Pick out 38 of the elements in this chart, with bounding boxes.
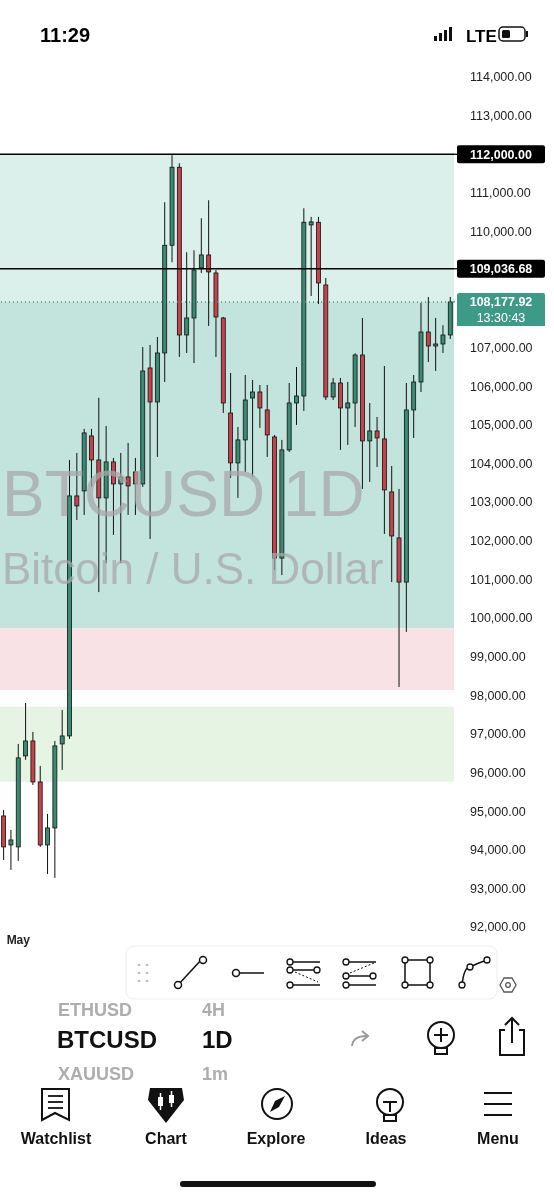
text: Chart <box>145 1130 188 1147</box>
y-tick-label: 111,000.00 <box>470 186 531 201</box>
y-tick-label: 110,000.00 <box>470 224 532 239</box>
y-tick-label: 96,000.00 <box>470 765 526 780</box>
text: BTCUSD <box>57 1026 157 1053</box>
text: XAUUSD <box>58 1064 135 1084</box>
y-tick-label: 94,000.00 <box>470 843 526 858</box>
y-tick-label: 93,000.00 <box>470 881 526 896</box>
ref-line-label: 109,036.68 <box>469 262 533 277</box>
text: 11:29 <box>40 24 91 46</box>
ref-line-label: 108,177.92 <box>469 295 533 310</box>
text: LTE <box>466 27 497 46</box>
y-tick-label: 114,000.00 <box>470 70 532 85</box>
text: Ideas <box>365 1130 407 1147</box>
y-tick-label: 105,000.00 <box>470 418 533 433</box>
y-tick-label: 101,000.00 <box>470 572 533 587</box>
y-tick-label: 98,000.00 <box>470 688 526 703</box>
ref-line-label: 112,000.00 <box>470 147 532 162</box>
y-tick-label: 100,000.00 <box>470 611 533 626</box>
y-tick-label: 97,000.00 <box>470 727 526 742</box>
text: 13:30:43 <box>476 311 526 325</box>
y-tick-label: 99,000.00 <box>470 649 526 664</box>
y-tick-label: 107,000.00 <box>470 340 533 355</box>
text: ETHUSD <box>58 1000 133 1020</box>
text: 4H <box>202 1000 226 1020</box>
text: Menu <box>477 1130 519 1147</box>
text: 1D <box>202 1026 233 1053</box>
y-tick-label: 104,000.00 <box>470 456 533 471</box>
y-tick-label: 103,000.00 <box>470 495 533 510</box>
y-tick-label: 95,000.00 <box>470 804 526 819</box>
text: 1m <box>202 1064 229 1084</box>
x-tick-label: May <box>6 932 31 947</box>
y-tick-label: 102,000.00 <box>470 534 533 549</box>
y-tick-label: 92,000.00 <box>470 920 526 935</box>
text: Explore <box>246 1130 306 1147</box>
text: Watchlist <box>20 1130 92 1147</box>
y-tick-label: 113,000.00 <box>470 109 532 124</box>
y-tick-label: 106,000.00 <box>470 379 533 394</box>
